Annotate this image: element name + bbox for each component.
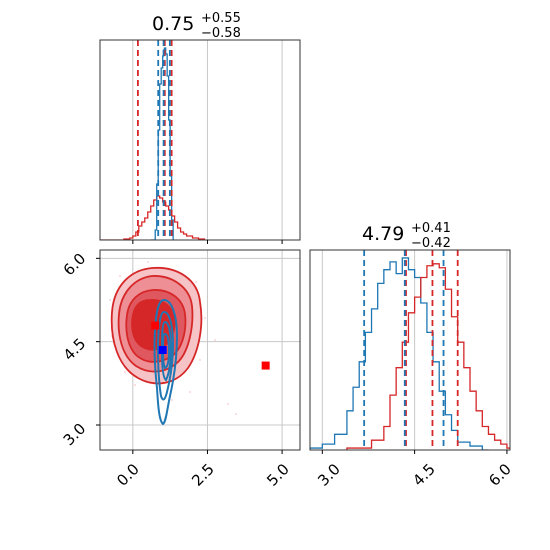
blue-contour-inner [162,332,171,370]
top-left-grid [132,40,283,240]
bl-marker-0 [151,321,160,330]
bl-xtick-label-0: 0.0 [113,460,143,490]
bottom-right-ticks [321,450,508,454]
br-xtick-label-1: 4.5 [409,460,439,490]
bottom-left-ticks [96,257,283,454]
bottom-right-quantile-lines [363,250,459,450]
bottom-left-markers [151,321,270,370]
br-xtick-label-0: 3.0 [314,460,344,490]
bottom-right-grid [321,250,508,450]
bottom-right-title-minus: −0.42 [411,236,451,251]
tl-hist-series-0 [100,195,206,240]
bl-marker-1 [261,361,270,370]
blue-contour-outer [153,298,179,426]
bottom-left-frame [99,249,301,451]
blue-contour-3 [160,320,173,382]
bottom-right-title-plus: +0.41 [411,221,451,236]
bottom-right-x-tick-labels: 3.0 4.5 6.0 [314,460,515,490]
top-left-histograms [100,47,206,240]
top-left-title-value: 0.75 [152,13,194,35]
bl-ytick-label-1: 4.5 [60,335,90,365]
top-left-frame [99,39,301,241]
blue-contour-2 [156,310,175,401]
bottom-right-frame [309,249,511,451]
bottom-left-x-tick-labels: 0.0 2.5 5.0 [113,460,293,490]
bottom-right-title: 4.79 +0.41 −0.42 [362,221,451,251]
br-hist-series-0 [310,257,489,450]
top-left-title: 0.75 +0.55 −0.58 [152,11,241,41]
top-left-title-plus: +0.55 [201,11,241,26]
br-xtick-label-2: 6.0 [485,460,515,490]
bl-xtick-label-1: 2.5 [188,460,218,490]
bottom-left-panel: 0.0 2.5 5.0 3.0 4.5 6.0 [60,249,301,490]
bottom-right-panel: 3.0 4.5 6.0 4.79 +0.41 −0.42 [309,221,515,490]
bl-ytick-label-2: 6.0 [60,250,90,280]
bl-ytick-label-0: 3.0 [60,420,90,450]
bottom-left-y-tick-labels: 3.0 4.5 6.0 [60,250,90,450]
bottom-left-contours [109,261,237,426]
bl-marker-2 [158,346,167,354]
top-left-quantile-lines [137,40,173,240]
bl-xtick-label-2: 5.0 [263,460,293,490]
bottom-right-histograms [310,257,510,450]
br-hist-series-1 [346,263,510,450]
top-left-title-minus: −0.58 [201,26,241,41]
bottom-right-title-value: 4.79 [362,223,404,245]
top-left-ticks [132,240,283,244]
top-left-panel: 0.75 +0.55 −0.58 [99,11,301,244]
